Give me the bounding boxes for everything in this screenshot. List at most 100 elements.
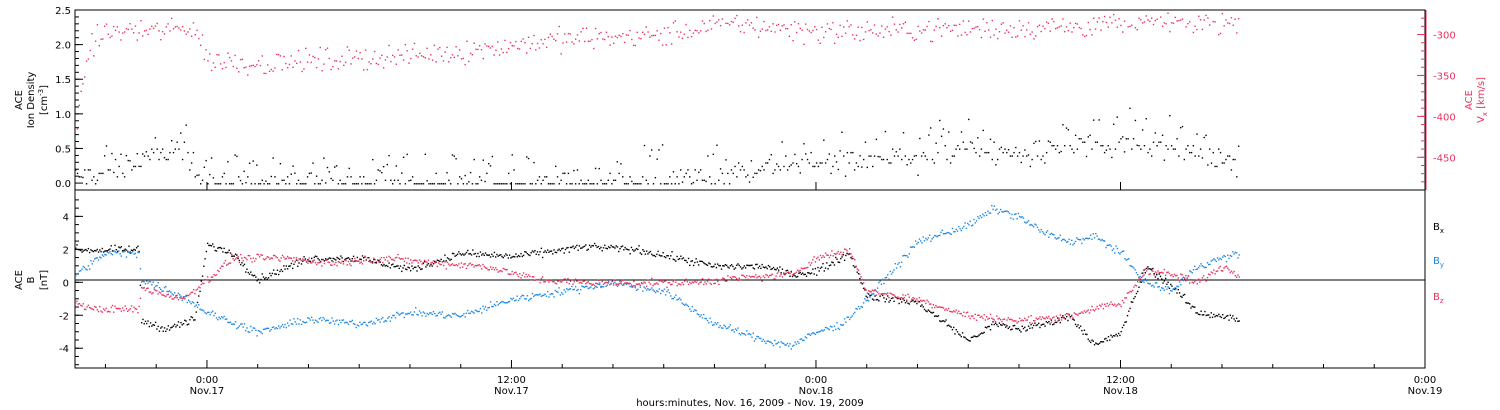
bz-point xyxy=(831,250,833,252)
ion-density-point xyxy=(839,150,841,152)
by-point xyxy=(431,313,433,316)
bz-point xyxy=(1060,319,1063,321)
ion-density-point xyxy=(1080,138,1082,140)
bx-point xyxy=(199,290,201,293)
ion-density-point xyxy=(636,183,638,185)
bz-point xyxy=(451,263,454,265)
x-tick-date-2: Nov.18 xyxy=(799,386,834,397)
ion-density-point xyxy=(953,155,955,157)
vx-point xyxy=(263,72,265,75)
bz-point xyxy=(1221,270,1224,272)
bz-point xyxy=(914,299,917,302)
ion-density-point xyxy=(160,151,162,154)
vx-point xyxy=(344,61,347,64)
bx-point xyxy=(633,250,635,252)
bx-point xyxy=(873,299,875,301)
bz-point xyxy=(465,267,468,270)
by-point xyxy=(1010,217,1012,219)
by-point xyxy=(382,316,384,319)
bz-point xyxy=(978,314,980,316)
bx-point xyxy=(867,293,870,295)
bz-point xyxy=(906,299,908,301)
bz-point xyxy=(714,282,716,284)
bx-point xyxy=(697,264,700,266)
by-point xyxy=(371,323,374,325)
bz-point xyxy=(153,288,156,291)
bz-point xyxy=(1187,275,1190,277)
vx-point xyxy=(897,31,899,33)
vx-point xyxy=(960,34,963,36)
by-point xyxy=(582,285,584,288)
by-point xyxy=(1077,238,1079,240)
bx-point xyxy=(1150,268,1153,270)
bz-point xyxy=(534,279,536,281)
bx-point xyxy=(256,279,258,282)
by-point xyxy=(137,251,139,253)
bz-point xyxy=(670,283,672,286)
bz-point xyxy=(661,280,663,283)
by-point xyxy=(947,231,950,234)
ion-density-point xyxy=(542,179,544,182)
ion-density-point xyxy=(288,183,291,185)
vx-point xyxy=(404,43,407,46)
ion-density-point xyxy=(312,162,314,164)
bx-point xyxy=(632,248,634,251)
ion-density-point xyxy=(565,183,568,185)
bz-point xyxy=(1119,303,1121,306)
bz-point xyxy=(481,268,483,270)
ion-density-point xyxy=(1100,145,1102,147)
bz-point xyxy=(782,273,785,275)
by-point xyxy=(574,286,577,288)
bx-point xyxy=(189,319,191,321)
bz-point xyxy=(552,280,554,283)
by-point xyxy=(1129,264,1131,267)
ion-density-point xyxy=(1176,138,1178,140)
by-point xyxy=(198,304,200,306)
vx-point xyxy=(855,34,858,36)
bx-point xyxy=(307,259,309,261)
by-point xyxy=(772,344,775,347)
ion-density-point xyxy=(343,183,345,185)
ion-density-point xyxy=(658,149,660,151)
ion-density-point xyxy=(332,179,334,182)
vx-point xyxy=(574,38,577,40)
bz-point xyxy=(757,275,760,278)
ion-density-point xyxy=(1170,145,1173,147)
by-point xyxy=(667,289,669,291)
bx-point xyxy=(1224,316,1226,319)
bx-point xyxy=(482,252,484,255)
vx-point xyxy=(142,35,144,37)
bx-point xyxy=(1149,268,1152,270)
bx-point xyxy=(558,248,560,250)
bx-point xyxy=(243,263,246,266)
by-point xyxy=(181,299,183,302)
by-point xyxy=(1112,248,1115,250)
by-point xyxy=(439,311,441,313)
by-point xyxy=(529,298,531,301)
bz-point xyxy=(86,306,88,308)
bx-point xyxy=(793,274,795,276)
bx-point xyxy=(332,257,334,260)
bz-point xyxy=(1096,305,1098,308)
by-point xyxy=(448,314,450,316)
vx-point xyxy=(295,62,298,65)
bz-point xyxy=(1021,319,1023,321)
top-right-title-line1: ACE xyxy=(1464,90,1475,110)
bx-point xyxy=(1060,316,1063,319)
vx-point xyxy=(85,60,88,62)
vx-point xyxy=(274,67,276,69)
by-point xyxy=(1177,285,1179,288)
bz-point xyxy=(835,253,837,255)
by-point xyxy=(355,326,357,329)
bz-point xyxy=(449,264,451,267)
by-point xyxy=(782,342,785,345)
ion-density-point xyxy=(1181,125,1184,128)
ion-density-point xyxy=(218,183,220,185)
bx-point xyxy=(869,294,871,297)
by-point xyxy=(724,325,727,328)
ion-density-point xyxy=(114,158,117,161)
bx-point xyxy=(474,252,477,255)
bx-point xyxy=(1115,333,1117,336)
ion-density-point xyxy=(1111,156,1113,159)
